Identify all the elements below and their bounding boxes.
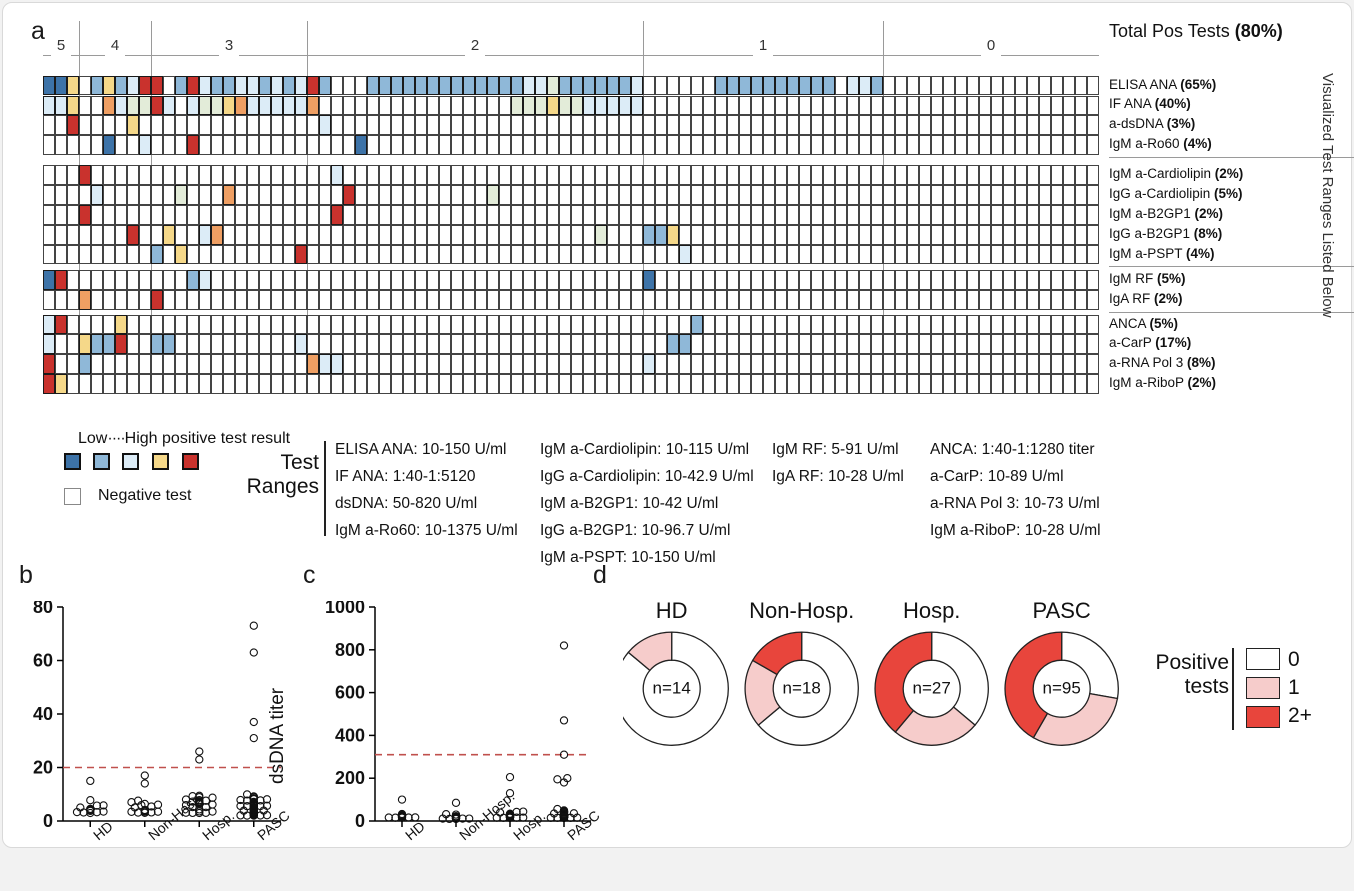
svg-text:Non-Hosp.: Non-Hosp.	[749, 601, 854, 623]
svg-text:400: 400	[335, 725, 365, 745]
svg-text:800: 800	[335, 640, 365, 660]
svg-text:HD: HD	[656, 601, 688, 623]
svg-text:PASC: PASC	[1033, 601, 1091, 623]
svg-text:60: 60	[33, 651, 53, 671]
svg-text:80: 80	[33, 601, 53, 617]
svg-text:0: 0	[355, 811, 365, 831]
svg-text:0: 0	[43, 811, 53, 831]
svg-text:20: 20	[33, 758, 53, 778]
svg-text:600: 600	[335, 683, 365, 703]
svg-text:n=14: n=14	[653, 679, 691, 698]
svg-text:1000: 1000	[325, 601, 365, 617]
svg-text:200: 200	[335, 768, 365, 788]
svg-text:Hosp.: Hosp.	[903, 601, 960, 623]
svg-text:n=95: n=95	[1043, 679, 1081, 698]
svg-text:n=27: n=27	[913, 679, 951, 698]
svg-text:40: 40	[33, 704, 53, 724]
svg-text:n=18: n=18	[783, 679, 821, 698]
